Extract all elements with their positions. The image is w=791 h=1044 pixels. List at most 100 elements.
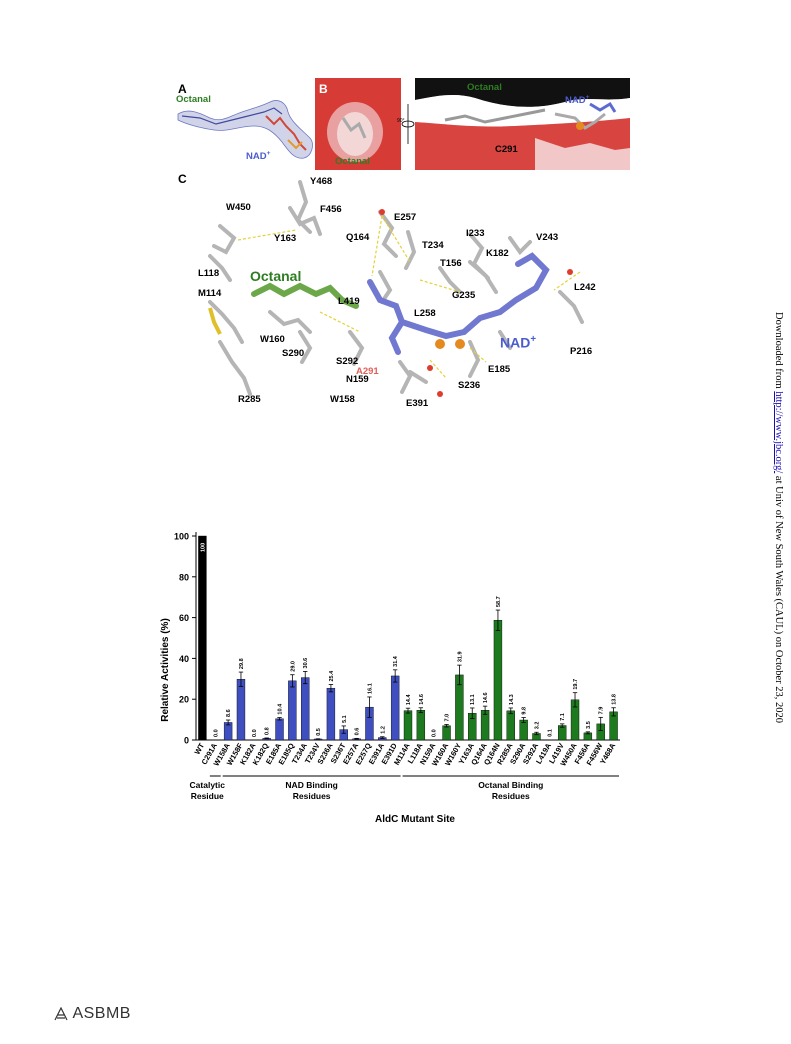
group-label: NAD Binding <box>285 780 337 790</box>
rotation-indicator: 90° <box>397 104 415 144</box>
residue-label: Q164 <box>346 232 370 243</box>
download-prefix: Downloaded from <box>773 312 784 392</box>
x-axis-label: AldC Mutant Site <box>375 814 455 825</box>
residue-label: E185 <box>488 364 511 375</box>
value-label: 1.2 <box>380 726 386 734</box>
value-label: 100 <box>200 543 206 552</box>
value-label: 0.0 <box>213 729 219 737</box>
panel-b-left: B Octanal <box>315 78 401 170</box>
bar <box>236 679 246 741</box>
residue-label: S290 <box>282 348 305 359</box>
panel-b-octanal-left-label: Octanal <box>335 156 370 167</box>
value-label: 25.4 <box>329 670 335 682</box>
octanal-ligand-label: Octanal <box>250 268 302 284</box>
residue-label: L258 <box>414 308 436 319</box>
residue-label: T156 <box>440 258 462 269</box>
panel-a-letter: A <box>178 82 187 96</box>
residue-label: F456 <box>320 204 342 215</box>
panel-a-octanal-label: Octanal <box>176 94 211 105</box>
residue-label: K182 <box>486 248 509 259</box>
panel-c-letter: C <box>178 172 187 186</box>
value-label: 3.5 <box>586 721 592 729</box>
residue-label: E257 <box>394 212 417 223</box>
asbmb-logo-icon <box>54 1006 68 1021</box>
residue-label: G235 <box>452 290 476 301</box>
value-label: 31.4 <box>393 655 399 667</box>
bar <box>557 725 567 741</box>
value-label: 29.8 <box>239 658 245 669</box>
bar <box>442 725 451 741</box>
group-label: Octanal Binding <box>478 780 543 790</box>
bar <box>390 675 400 741</box>
value-label: 5.1 <box>342 715 348 723</box>
value-label: 19.7 <box>573 679 579 690</box>
value-label: 0.5 <box>316 728 322 736</box>
asbmb-logo: ASBMB <box>54 1005 131 1025</box>
surface-view-right <box>415 78 630 170</box>
value-label: 14.4 <box>406 694 412 706</box>
value-label: 0.0 <box>252 729 258 737</box>
bar <box>416 710 426 741</box>
value-label: 7.1 <box>560 713 566 721</box>
jbc-link[interactable]: http://www.jbc.org/ <box>773 391 784 474</box>
value-label: 9.8 <box>522 707 528 715</box>
y-tick-label: 80 <box>179 572 189 582</box>
y-axis-label: Relative Activities (%) <box>160 618 171 722</box>
y-tick-label: 0 <box>184 736 189 746</box>
surface-view-left <box>315 78 401 170</box>
figure-top: A Octanal NAD+ B Octanal 90° <box>170 78 630 173</box>
value-label: 16.1 <box>367 683 373 694</box>
bar <box>288 680 297 741</box>
residue-label: E391 <box>406 398 429 409</box>
value-label: 3.2 <box>534 722 540 730</box>
residue-label: S236 <box>458 380 481 391</box>
y-tick-label: 60 <box>179 613 189 623</box>
residue-label: I233 <box>466 228 485 239</box>
bar <box>403 710 413 741</box>
rotation-angle: 90° <box>397 118 405 124</box>
y-tick-label: 100 <box>174 532 189 542</box>
value-label: 14.3 <box>509 694 515 705</box>
residue-label: L118 <box>198 268 220 279</box>
group-label: Residues <box>492 791 530 801</box>
value-label: 8.6 <box>226 709 232 717</box>
residue-label: W160 <box>260 334 285 345</box>
residue-label: S292 <box>336 356 359 367</box>
active-site-structure <box>208 180 584 397</box>
residue-label: P216 <box>570 346 593 357</box>
residue-label: N159 <box>346 374 369 385</box>
value-label: 13.1 <box>470 694 476 705</box>
y-tick-label: 40 <box>179 654 189 664</box>
panel-b-octanal-right-label: Octanal <box>467 82 502 93</box>
value-label: 29.0 <box>290 661 296 672</box>
residue-label: Y468 <box>310 176 333 187</box>
value-label: 31.9 <box>457 651 463 662</box>
panel-b-letter: B <box>319 82 328 96</box>
value-label: 0.0 <box>432 729 438 737</box>
residue-label: V243 <box>536 232 559 243</box>
rotation-arrow-icon <box>401 104 415 144</box>
residue-label: L242 <box>574 282 596 293</box>
electron-density-map <box>177 100 313 159</box>
value-label: 10.4 <box>278 703 284 715</box>
value-label: 14.6 <box>483 692 489 703</box>
panel-b-nad-label: NAD+ <box>565 94 590 107</box>
group-label: Residues <box>293 791 331 801</box>
activity-bar-chart: Relative Activities (%) AldC Mutant Site… <box>160 532 620 825</box>
value-label: 0.1 <box>547 729 553 737</box>
value-label: 0.6 <box>355 728 361 736</box>
bar <box>275 718 284 741</box>
residue-label: W450 <box>226 202 251 213</box>
panel-b-right: Octanal NAD+ C291 <box>415 78 630 170</box>
mutant-a291-label: A291 <box>356 366 379 377</box>
value-label: 0.8 <box>265 727 271 735</box>
residue-label: W158 <box>330 394 355 405</box>
value-label: 30.6 <box>303 658 309 669</box>
value-label: 13.8 <box>612 694 618 705</box>
panel-a-nad-label: NAD+ <box>246 150 271 163</box>
panel-a: A Octanal NAD+ <box>170 78 315 170</box>
y-tick-label: 20 <box>179 695 189 705</box>
bar <box>326 687 336 741</box>
bar <box>301 677 310 741</box>
asbmb-logo-text: ASBMB <box>72 1005 131 1022</box>
